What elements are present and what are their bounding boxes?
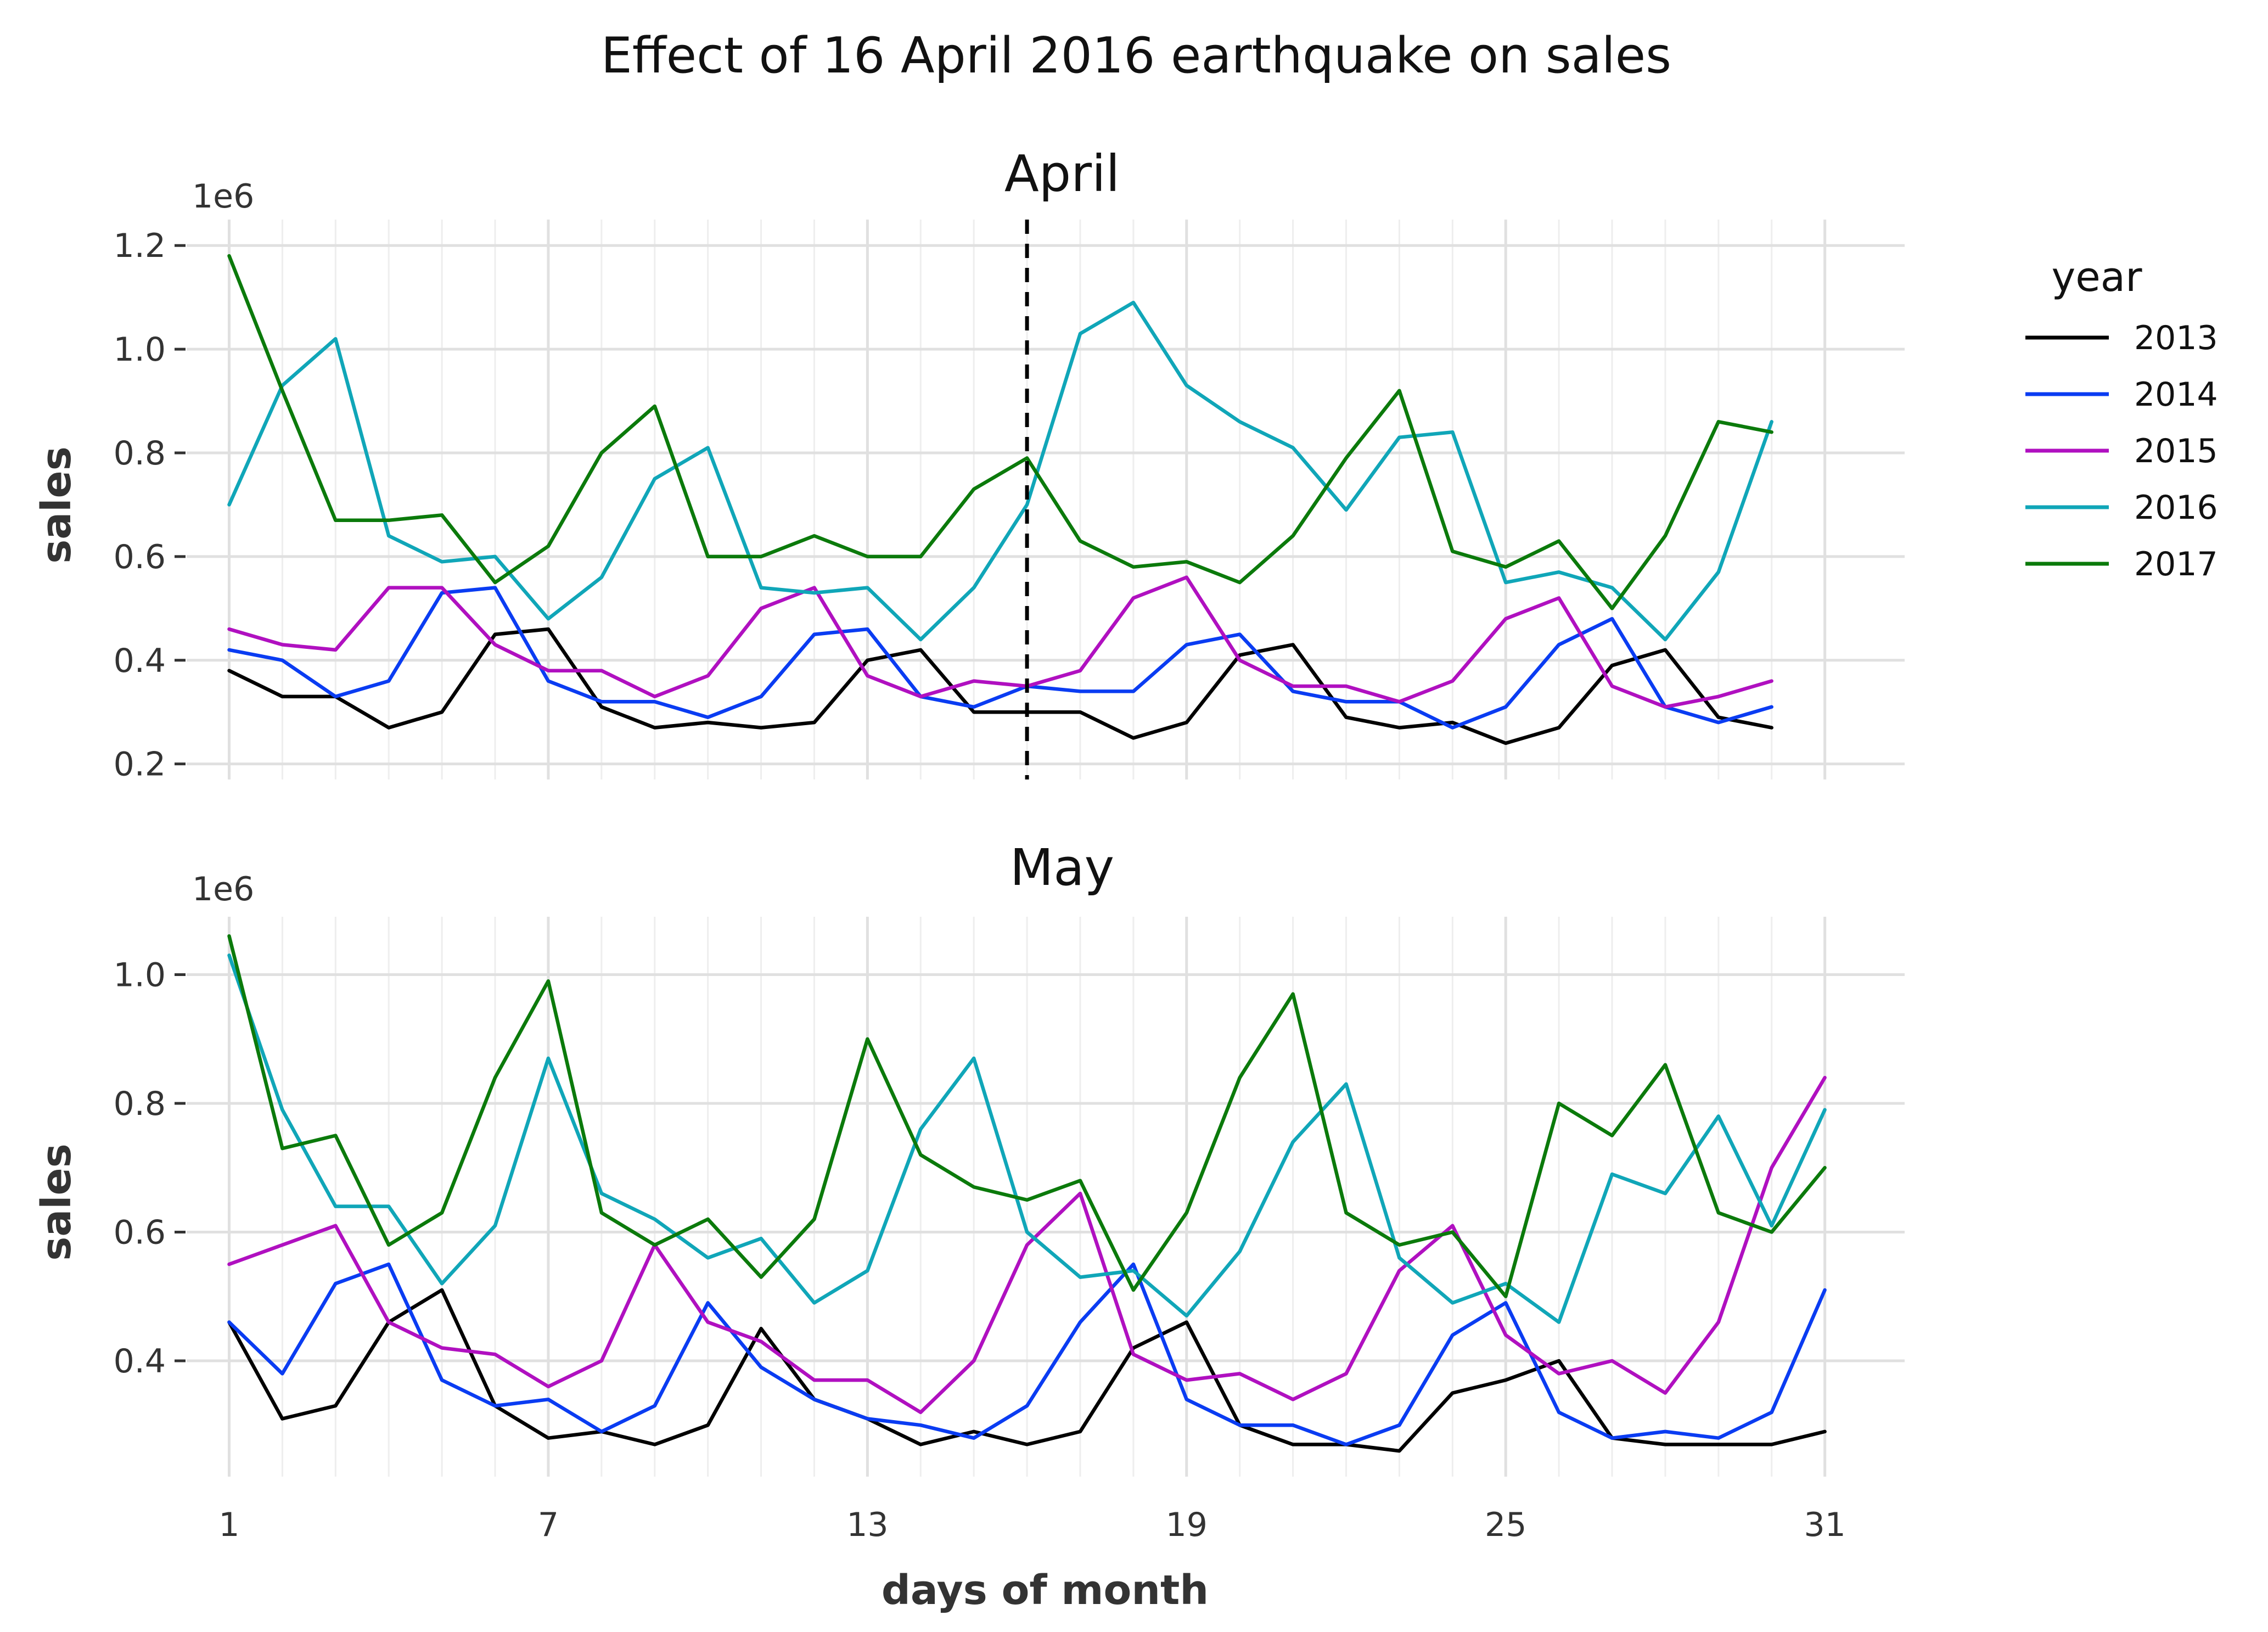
legend-label: 2014 <box>2134 375 2218 414</box>
gridlines <box>187 917 1905 1477</box>
y-tick-label: 0.6 <box>114 538 166 576</box>
y-axis-label: sales <box>33 1143 80 1261</box>
panel-title: April <box>1004 144 1120 203</box>
series-line-2014 <box>227 586 1773 730</box>
y-tick-label: 1.2 <box>114 227 166 265</box>
y-tick-label: 0.4 <box>114 1342 166 1381</box>
series-line-2015 <box>227 1075 1827 1415</box>
series-line-2013 <box>227 627 1773 745</box>
series-line-2017 <box>227 254 1773 610</box>
series-line-2016 <box>227 300 1773 642</box>
series-lines <box>227 254 1773 745</box>
y-tick-label: 0.6 <box>114 1213 166 1252</box>
x-axis-label: days of month <box>882 1567 1209 1614</box>
y-tick-label: 1.0 <box>114 956 166 995</box>
legend-item-2017: 2017 <box>2025 545 2218 584</box>
y-tick-label: 0.8 <box>114 434 166 473</box>
gridlines <box>187 220 1905 779</box>
legend-label: 2013 <box>2134 319 2218 357</box>
x-tick-label: 31 <box>1804 1506 1845 1544</box>
chart-title: Effect of 16 April 2016 earthquake on sa… <box>601 27 1671 85</box>
legend-item-2014: 2014 <box>2025 375 2218 414</box>
y-tick-label: 1.0 <box>114 330 166 369</box>
series-line-2014 <box>227 1262 1827 1446</box>
legend-item-2016: 2016 <box>2025 489 2218 527</box>
series-lines <box>227 934 1827 1453</box>
x-tick-label: 1 <box>218 1506 239 1544</box>
legend-label: 2017 <box>2134 545 2218 584</box>
x-tick-label: 7 <box>538 1506 559 1544</box>
legend-label: 2015 <box>2134 432 2218 470</box>
series-line-2017 <box>227 934 1827 1298</box>
x-tick-label: 25 <box>1485 1506 1526 1544</box>
x-tick-label: 19 <box>1166 1506 1208 1544</box>
legend-title: year <box>2051 254 2142 301</box>
legend-item-2013: 2013 <box>2025 319 2218 357</box>
series-line-2015 <box>227 575 1773 709</box>
y-offset-label: 1e6 <box>192 870 254 908</box>
legend-label: 2016 <box>2134 489 2218 527</box>
x-tick-label: 13 <box>846 1506 888 1544</box>
y-tick-label: 0.4 <box>114 642 166 680</box>
legend-items: 2013 2014 2015 2016 2017 <box>2025 319 2218 584</box>
legend: year 2013 2014 2015 2016 2017 <box>2025 254 2218 584</box>
y-offset-label: 1e6 <box>192 177 254 216</box>
series-line-2016 <box>227 954 1827 1324</box>
panel-april: 0.2 0.4 0.6 0.8 1.0 1.2 April 1e6 sales <box>33 144 1905 784</box>
panel-may: 0.4 0.6 0.8 1.0 May 1e6 sales 1 7 13 19 25 31 days of… <box>33 838 1905 1614</box>
legend-item-2015: 2015 <box>2025 432 2218 470</box>
panel-title: May <box>1010 838 1114 897</box>
y-tick-label: 0.8 <box>114 1085 166 1123</box>
y-tick-label: 0.2 <box>114 745 166 784</box>
y-axis-label: sales <box>33 446 80 564</box>
